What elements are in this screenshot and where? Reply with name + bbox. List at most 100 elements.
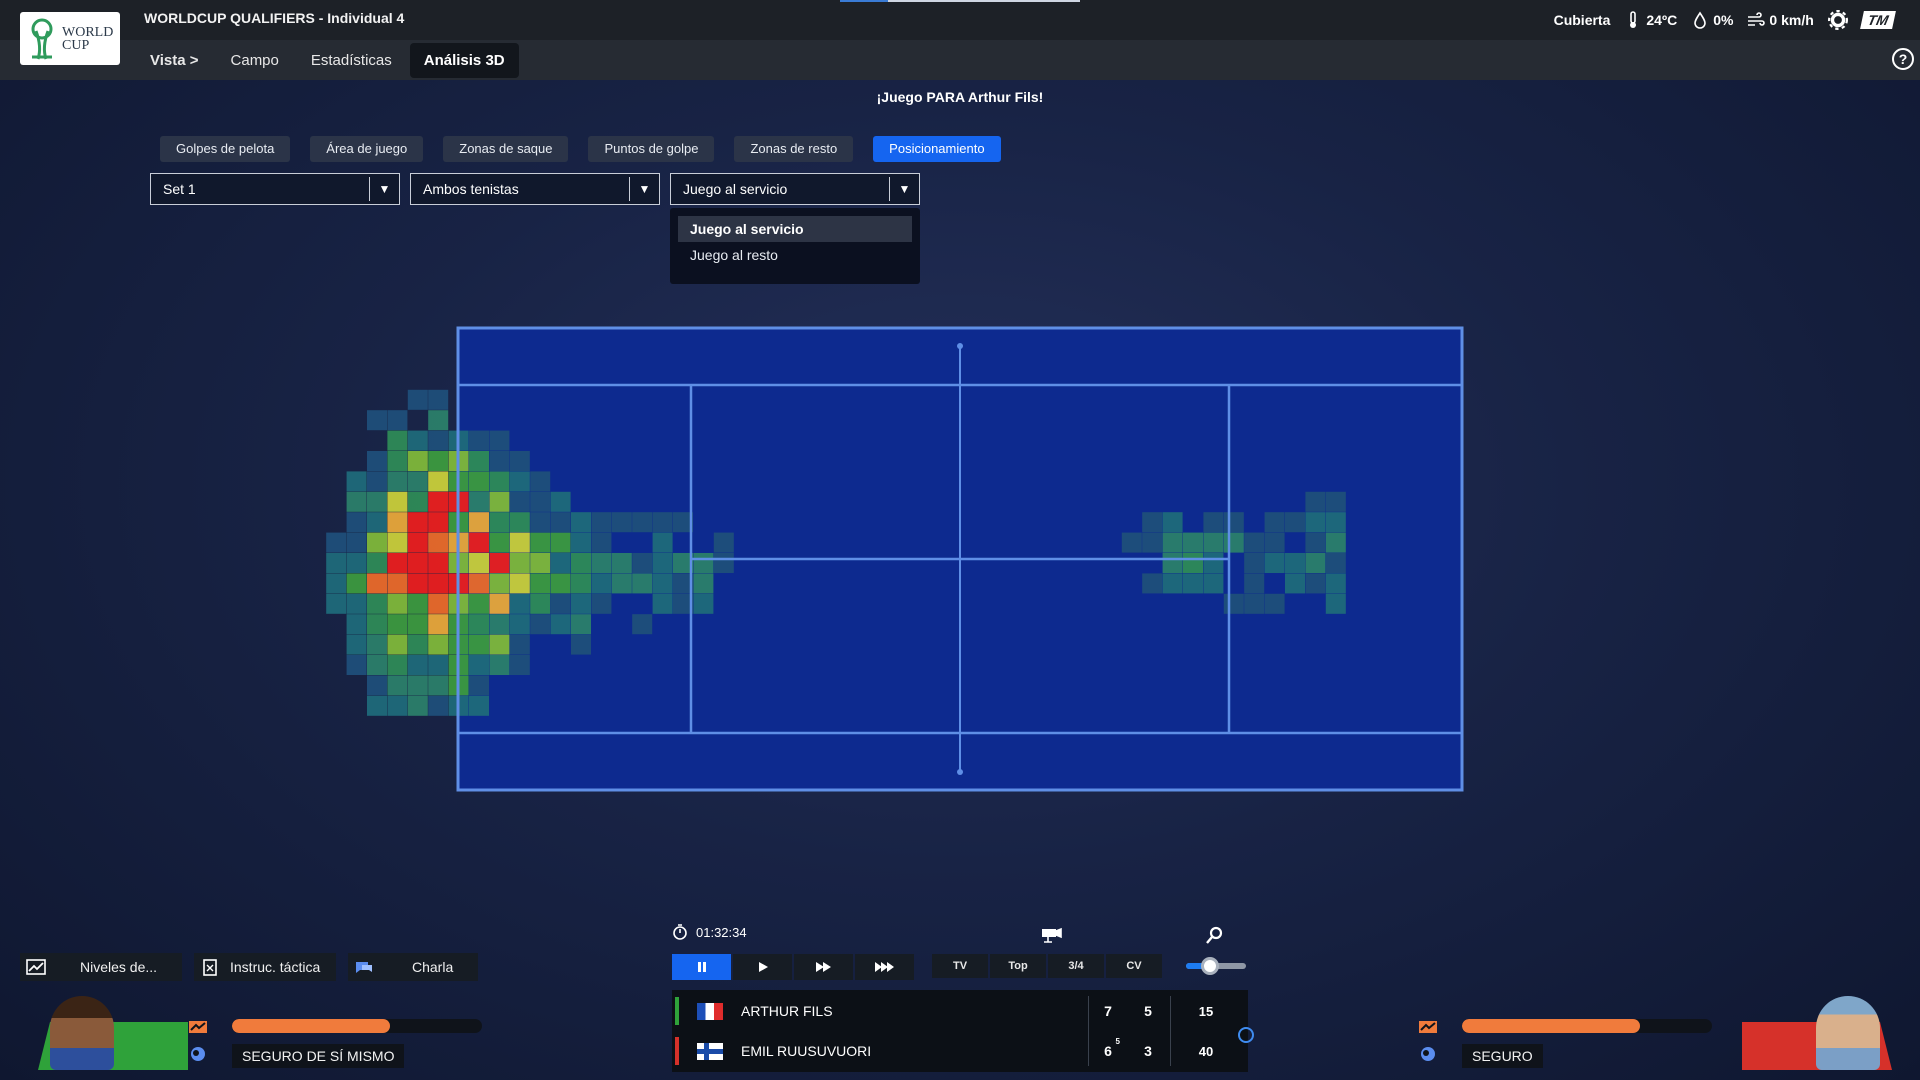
- playback-controls: [672, 954, 914, 980]
- chevron-down-icon[interactable]: ▼: [629, 177, 659, 201]
- heat-cell: [428, 655, 449, 675]
- heat-cell: [509, 573, 530, 594]
- heat-cell: [550, 573, 571, 594]
- heat-cell: [530, 593, 551, 614]
- tab-puntos-de-golpe[interactable]: Puntos de golpe: [588, 136, 715, 162]
- camera-top-button[interactable]: Top: [990, 954, 1046, 978]
- nav-vista[interactable]: Vista >: [150, 51, 199, 69]
- avatar[interactable]: [50, 996, 114, 1070]
- niveles-label: Niveles de...: [80, 959, 158, 975]
- heat-cell: [387, 675, 408, 696]
- heat-cell: [509, 471, 530, 492]
- nav-estadisticas[interactable]: Estadísticas: [310, 51, 392, 69]
- avatar[interactable]: [1816, 996, 1880, 1070]
- heat-cell: [428, 614, 449, 635]
- camera-cv-button[interactable]: CV: [1106, 954, 1162, 978]
- heat-cell: [571, 614, 591, 635]
- chevron-down-icon[interactable]: ▼: [889, 177, 919, 201]
- camera-icon: [1042, 927, 1062, 943]
- tab-golpes-de-pelota[interactable]: Golpes de pelota: [160, 136, 291, 162]
- heat-cell: [571, 512, 591, 533]
- niveles-button[interactable]: Niveles de...: [20, 953, 182, 981]
- fast-forward-button[interactable]: [794, 954, 853, 980]
- heat-cell: [673, 512, 693, 533]
- heat-cell: [571, 593, 591, 614]
- dropdown-option-juego-al-resto[interactable]: Juego al resto: [690, 247, 778, 263]
- zoom-slider[interactable]: [1186, 957, 1246, 975]
- nav-campo[interactable]: Campo: [230, 51, 279, 69]
- heat-cell: [428, 512, 449, 533]
- tab-posicionamiento[interactable]: Posicionamiento: [873, 136, 1001, 162]
- heat-cell: [387, 430, 408, 451]
- rain-drop-icon: [1694, 11, 1706, 29]
- chevron-down-icon[interactable]: ▼: [369, 177, 399, 201]
- heat-cell: [1142, 512, 1163, 533]
- nav-analisis-3d[interactable]: Análisis 3D: [409, 42, 519, 78]
- heat-cell: [1162, 553, 1183, 573]
- pause-button[interactable]: [672, 954, 731, 980]
- heat-cell: [489, 655, 510, 675]
- heat-cell: [387, 471, 408, 492]
- heat-cell: [428, 430, 449, 451]
- play-button[interactable]: [733, 954, 792, 980]
- tab-area-de-juego[interactable]: Área de juego: [310, 136, 424, 162]
- faster-forward-button[interactable]: [855, 954, 914, 980]
- player-select[interactable]: Ambos tenistas ▼: [410, 173, 660, 205]
- heat-cell: [407, 430, 428, 451]
- heat-cell: [1305, 553, 1326, 573]
- rain-value: 0%: [1713, 12, 1734, 28]
- set-select-value: Set 1: [163, 181, 196, 197]
- camera-3-4-button[interactable]: 3/4: [1048, 954, 1104, 978]
- help-icon[interactable]: ?: [1892, 48, 1914, 70]
- heat-cell: [469, 655, 489, 675]
- camera-buttons: TV Top 3/4 CV: [932, 954, 1162, 978]
- heat-cell: [387, 655, 408, 675]
- right-player-mood: SEGURO: [1462, 1044, 1543, 1068]
- heat-cell: [387, 614, 408, 635]
- heat-cell: [489, 512, 510, 533]
- heat-cell: [489, 553, 510, 573]
- heat-cell: [1142, 532, 1163, 553]
- heat-cell: [469, 451, 489, 471]
- dropdown-option-juego-al-servicio[interactable]: Juego al servicio: [678, 216, 912, 242]
- game-type-select[interactable]: Juego al servicio ▼: [670, 173, 920, 205]
- heat-cell: [1183, 532, 1203, 553]
- heat-cell: [367, 695, 387, 716]
- heat-cell: [489, 532, 510, 553]
- heat-cell: [1325, 532, 1346, 553]
- heat-cell: [367, 634, 387, 655]
- finland-flag-icon: [697, 1042, 723, 1060]
- heat-cell: [1285, 573, 1305, 594]
- zoom-slider-knob[interactable]: [1201, 957, 1219, 975]
- set-select[interactable]: Set 1 ▼: [150, 173, 400, 205]
- heat-cell: [1244, 593, 1265, 614]
- rain-readout: 0%: [1691, 11, 1733, 29]
- heat-cell: [407, 451, 428, 471]
- heat-cell: [1203, 553, 1224, 573]
- heat-cell: [407, 634, 428, 655]
- heat-cell: [469, 573, 489, 594]
- heat-cell: [530, 553, 551, 573]
- camera-tv-button[interactable]: TV: [932, 954, 988, 978]
- player-2-points: 40: [1198, 1043, 1214, 1059]
- head-icon: [1421, 1047, 1435, 1061]
- logo-text-line-2: CUP: [62, 37, 90, 53]
- head-icon: [191, 1047, 205, 1061]
- heat-cell: [428, 389, 449, 410]
- tab-zonas-de-saque[interactable]: Zonas de saque: [443, 136, 569, 162]
- heat-cell: [632, 512, 653, 533]
- heat-cell: [326, 553, 347, 573]
- tab-zonas-de-resto[interactable]: Zonas de resto: [734, 136, 854, 162]
- gear-icon[interactable]: [1827, 10, 1848, 30]
- heat-cell: [387, 573, 408, 594]
- charla-button[interactable]: Charla: [348, 953, 478, 981]
- player-1-color-bar: [675, 997, 679, 1025]
- heat-cell: [550, 491, 571, 512]
- heat-cell: [713, 553, 734, 573]
- instruc-tactica-button[interactable]: Instruc. táctica: [194, 953, 336, 981]
- heat-cell: [509, 634, 530, 655]
- heat-cell: [346, 471, 367, 492]
